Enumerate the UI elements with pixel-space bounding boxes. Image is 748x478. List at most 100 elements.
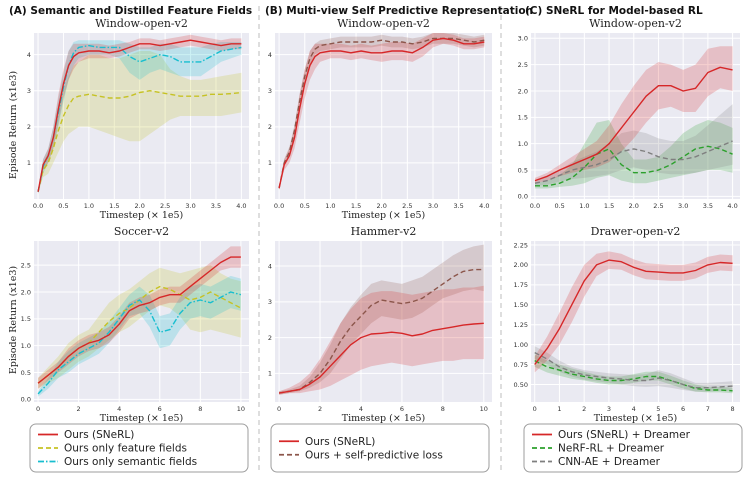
- x-tick-label: 2: [582, 405, 586, 413]
- legend-label: Ours only semantic fields: [64, 456, 197, 468]
- y-tick-label: 0.5: [518, 166, 528, 174]
- y-tick-label: 0.75: [514, 361, 528, 369]
- legends: Ours (SNeRL)Ours only feature fieldsOurs…: [29, 423, 743, 473]
- x-tick-label: 3.5: [211, 202, 221, 210]
- x-tick-label: 3.5: [453, 202, 463, 210]
- y-tick-label: 1.0: [518, 140, 528, 148]
- confidence-band-ours-snerl-: [38, 246, 241, 389]
- x-tick-label: 2: [318, 405, 322, 413]
- chart-title: Window-open-v2: [95, 17, 188, 30]
- x-tick-label: 8: [441, 405, 445, 413]
- chart-b-window-open-v2: 0.0 0.5 1.0 1.5 2.0 2.5 3.0 3.5 4.0 1 2 3 4 Window-op…: [268, 17, 492, 221]
- chart-title: Hammer-v2: [351, 225, 417, 238]
- y-tick-label: 4: [268, 51, 272, 59]
- confidence-band-ours-snerl-: [279, 285, 484, 395]
- chart-title: Window-open-v2: [589, 17, 682, 30]
- header-c: (C) SNeRL for Model-based RL: [525, 5, 703, 17]
- x-tick-label: 5: [656, 405, 660, 413]
- x-tick-label: 3.0: [678, 202, 688, 210]
- series-line-nerf-rl-dreamer: [534, 359, 733, 392]
- x-tick-label: 4: [359, 405, 363, 413]
- x-tick-label: 1.0: [84, 202, 94, 210]
- x-tick-label: 2: [77, 405, 81, 413]
- x-tick-label: 0: [277, 405, 281, 413]
- y-tick-label: 1.5: [518, 114, 528, 122]
- x-tick-label: 4.0: [479, 202, 489, 210]
- confidence-band-ours-only-semantic-fields: [38, 40, 242, 194]
- confidence-band-nerf-rl-dreamer: [534, 354, 733, 394]
- confidence-band-nerf-rl-dreamer: [535, 120, 733, 189]
- x-axis-label: Timestep (× 1e5): [594, 413, 678, 424]
- y-tick-label: 2.00: [514, 261, 528, 269]
- series-line-ours-snerl-: [37, 256, 241, 384]
- x-tick-label: 2.5: [402, 202, 412, 210]
- header-a: (A) Semantic and Distilled Feature Field…: [9, 5, 252, 17]
- x-tick-label: 3.0: [185, 202, 195, 210]
- series-line-ours-snerl-: [278, 37, 485, 189]
- y-tick-label: 4: [27, 51, 31, 59]
- x-axis-label: Timestep (× 1e5): [342, 413, 426, 424]
- x-tick-label: 0.5: [300, 202, 310, 210]
- legend-label: NeRF-RL + Dreamer: [558, 443, 665, 455]
- chart-c-drawer-open-v2: 0 1 2 3 4 5 6 7 8 0.50 0.75 1.00 1.25 1.50 1.75 2.00 2.2…: [514, 225, 740, 424]
- confidence-band-ours-only-feature-fields: [38, 265, 241, 389]
- x-tick-label: 1.0: [325, 202, 335, 210]
- series-line-cnn-ae-dreamer: [534, 140, 733, 184]
- y-tick-label: 2.5: [21, 261, 31, 269]
- x-tick-label: 1.5: [351, 202, 361, 210]
- y-tick-label: 1.25: [514, 321, 528, 329]
- confidence-band-ours-snerl-: [279, 33, 485, 190]
- series-line-nerf-rl-dreamer: [535, 145, 733, 187]
- y-tick-label: 3: [27, 87, 31, 95]
- x-tick-label: 4: [117, 405, 121, 413]
- series-line-ours-snerl-: [37, 39, 242, 192]
- x-tick-label: 4.0: [236, 202, 246, 210]
- confidence-band-ours-self-predictive-loss: [279, 244, 484, 395]
- plot-area: [275, 33, 492, 199]
- y-tick-label: 2.5: [518, 61, 528, 69]
- x-tick-label: 2.0: [629, 202, 639, 210]
- chart-title: Drawer-open-v2: [591, 225, 681, 238]
- y-tick-label: 0.5: [21, 369, 31, 377]
- legend-c: Ours (SNeRL) + Dreamer NeRF-RL + DreamerC…: [523, 423, 743, 473]
- legend-box: [523, 423, 743, 473]
- y-axis-label-bottom: Episode Return (x1e3): [8, 266, 19, 374]
- series-line-ours-snerl-dreamer: [534, 259, 733, 365]
- y-tick-label: 1.75: [514, 281, 528, 289]
- y-tick-label: 0.0: [21, 396, 31, 404]
- y-tick-label: 1.00: [514, 341, 528, 349]
- x-tick-label: 3: [607, 405, 611, 413]
- x-tick-label: 1.0: [579, 202, 589, 210]
- x-tick-label: 8: [198, 405, 202, 413]
- x-tick-label: 1.5: [604, 202, 614, 210]
- x-tick-label: 10: [237, 405, 245, 413]
- header-b: (B) Multi-view Self Predictive Represent…: [265, 5, 533, 17]
- plot-area: [275, 241, 492, 402]
- legend-label: Ours (SNeRL) + Dreamer: [558, 429, 691, 441]
- chart-title: Window-open-v2: [337, 17, 430, 30]
- y-tick-label: 1: [268, 370, 272, 378]
- legend-b: Ours (SNeRL)Ours + self-predictive loss: [270, 423, 490, 473]
- confidence-band-ours-snerl-dreamer: [535, 46, 733, 184]
- x-tick-label: 6: [158, 405, 162, 413]
- charts: 0.0 0.5 1.0 1.5 2.0 2.5 3.0 3.5 4.0 1 2 3 4 Window-op…: [21, 17, 740, 424]
- x-tick-label: 10: [480, 405, 488, 413]
- x-tick-label: 0.5: [554, 202, 564, 210]
- y-tick-label: 2: [268, 334, 272, 342]
- series-line-ours-only-semantic-fields: [37, 291, 242, 395]
- y-tick-label: 2: [268, 123, 272, 131]
- y-tick-label: 1.50: [514, 301, 528, 309]
- legend-label: Ours only feature fields: [64, 443, 187, 455]
- x-tick-label: 1: [557, 405, 561, 413]
- legend-box: [29, 423, 249, 473]
- y-tick-label: 2.0: [21, 288, 31, 296]
- series-line-ours-snerl-: [278, 322, 484, 394]
- y-tick-label: 1: [268, 159, 272, 167]
- chart-title: Soccer-v2: [114, 225, 169, 238]
- y-tick-label: 3: [268, 87, 272, 95]
- chart-a-soccer-v2: 0 2 4 6 8 10 0.0 0.5 1.0 1.5 2.0 2.5 Soccer-v2 Timest…: [21, 225, 249, 424]
- y-tick-label: 2: [27, 123, 31, 131]
- legend-label: CNN-AE + Dreamer: [558, 456, 661, 468]
- x-tick-label: 4.0: [727, 202, 737, 210]
